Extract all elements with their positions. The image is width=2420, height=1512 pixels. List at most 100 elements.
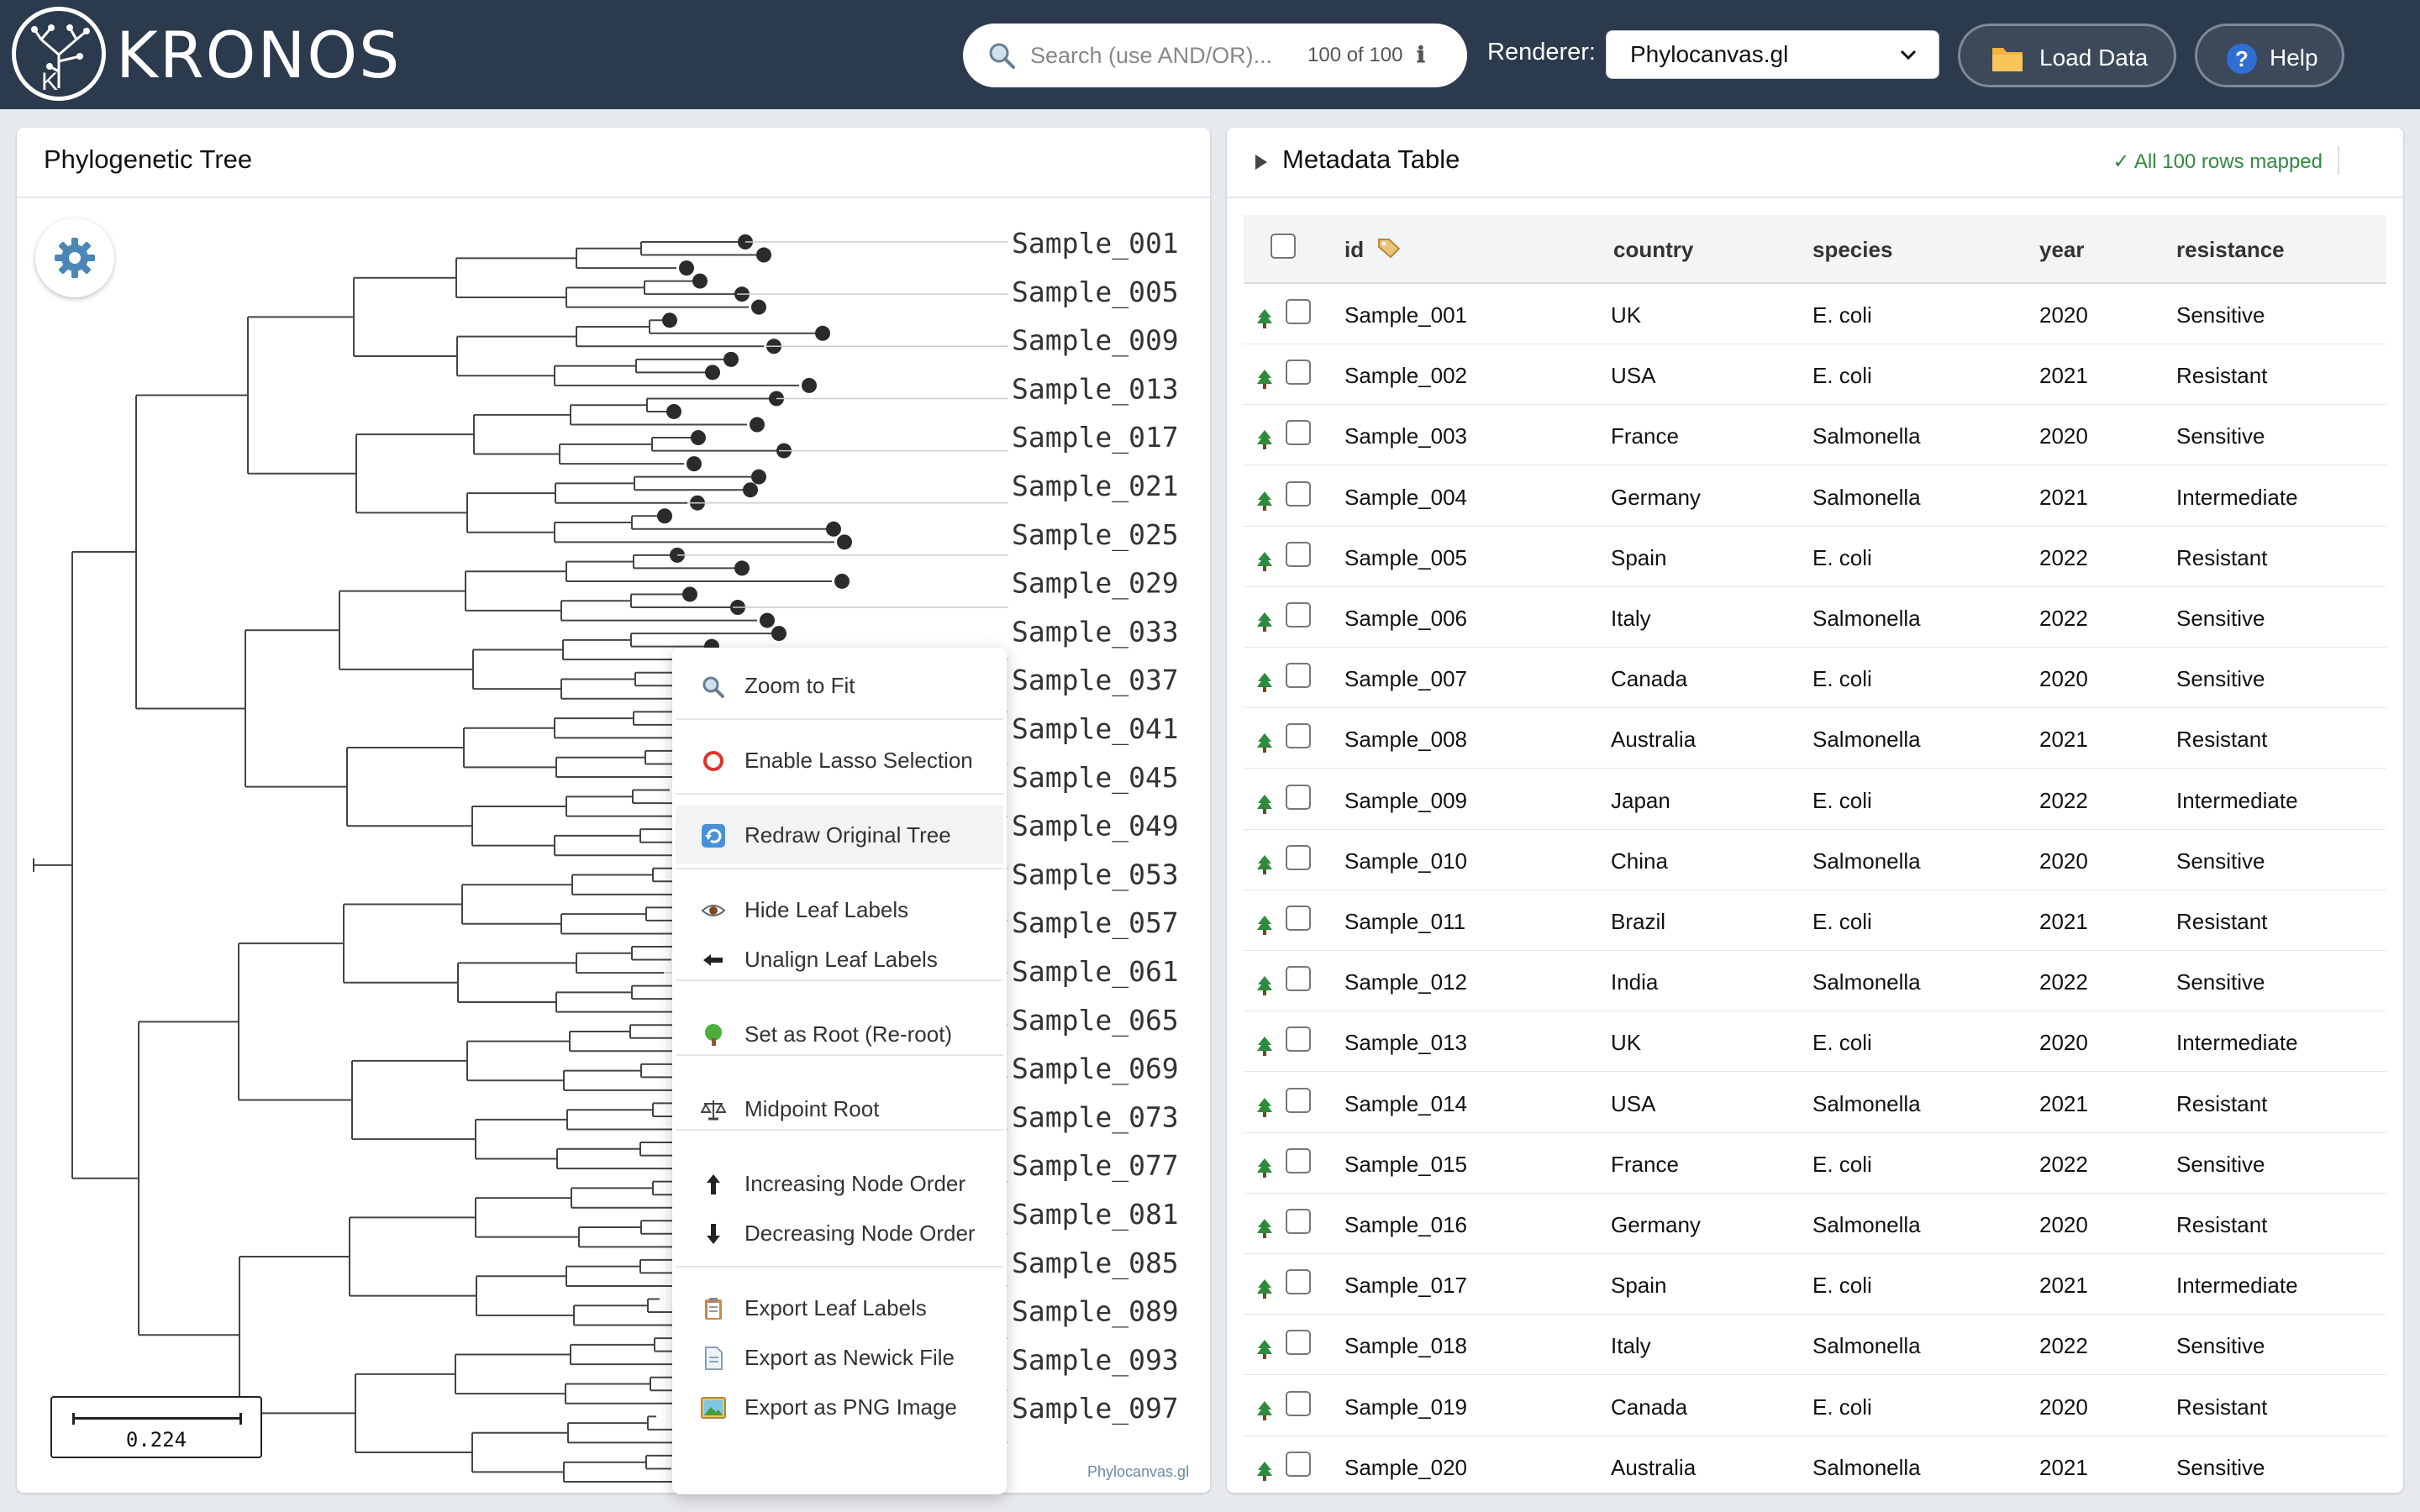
leaf-label[interactable]: Sample_077 <box>1012 1149 1179 1183</box>
column-header-country[interactable]: country <box>1613 237 1694 262</box>
info-icon[interactable]: ℹ <box>1417 42 1425 67</box>
leaf-label[interactable]: Sample_021 <box>1012 470 1179 503</box>
table-row[interactable]: Sample_005 Spain E. coli 2022 Resistant <box>1244 527 2386 587</box>
leaf-label[interactable]: Sample_037 <box>1012 664 1179 697</box>
table-row[interactable]: Sample_004 Germany Salmonella 2021 Intermedi… <box>1244 466 2386 527</box>
leaf-label[interactable]: Sample_005 <box>1012 276 1179 309</box>
leaf-label[interactable]: Sample_045 <box>1012 761 1179 795</box>
leaf-label[interactable]: Sample_073 <box>1012 1100 1179 1134</box>
tree-node-dot[interactable] <box>751 299 766 315</box>
menu-item-increasing-node-order[interactable]: Increasing Node Order <box>676 1154 1003 1213</box>
leaf-label[interactable]: Sample_081 <box>1012 1198 1179 1231</box>
tree-node-dot[interactable] <box>679 260 694 276</box>
leaf-label[interactable]: Sample_061 <box>1012 955 1179 989</box>
table-row[interactable]: Sample_002 USA E. coli 2021 Resistant <box>1244 344 2386 406</box>
row-checkbox[interactable] <box>1286 1026 1311 1053</box>
table-row[interactable]: Sample_008 Australia Salmonella 2021 Resista… <box>1244 708 2386 769</box>
select-all-checkbox[interactable] <box>1270 234 1296 259</box>
row-checkbox[interactable] <box>1286 541 1311 567</box>
table-row[interactable]: Sample_015 France E. coli 2022 Sensitive <box>1244 1133 2386 1194</box>
tree-node-dot[interactable] <box>760 612 775 628</box>
row-checkbox[interactable] <box>1286 1209 1311 1234</box>
table-row[interactable]: Sample_012 India Salmonella 2022 Sensitive <box>1244 951 2386 1012</box>
tree-node-dot[interactable] <box>666 403 681 419</box>
search-box[interactable]: 100 of 100 ℹ <box>963 24 1467 87</box>
table-row[interactable]: Sample_007 Canada E. coli 2020 Sensitive <box>1244 648 2386 709</box>
tree-node-dot[interactable] <box>657 508 672 524</box>
menu-item-export-as-newick-file[interactable]: Export as Newick File <box>676 1328 1003 1387</box>
row-checkbox[interactable] <box>1286 966 1311 992</box>
row-checkbox[interactable] <box>1286 1390 1311 1416</box>
menu-item-zoom-to-fit[interactable]: Zoom to Fit <box>676 656 1003 715</box>
tree-node-dot[interactable] <box>771 626 786 642</box>
column-header-id[interactable]: id <box>1344 237 1401 263</box>
tree-node-dot[interactable] <box>751 469 766 485</box>
leaf-label[interactable]: Sample_065 <box>1012 1004 1179 1037</box>
tree-node-dot[interactable] <box>734 560 750 576</box>
tree-node-dot[interactable] <box>723 351 739 367</box>
table-row[interactable]: Sample_018 Italy Salmonella 2022 Sensitive <box>1244 1315 2386 1376</box>
leaf-label[interactable]: Sample_053 <box>1012 858 1179 891</box>
table-row[interactable]: Sample_006 Italy Salmonella 2022 Sensitive <box>1244 587 2386 648</box>
table-row[interactable]: Sample_017 Spain E. coli 2021 Intermediate <box>1244 1254 2386 1315</box>
phylogenetic-tree-canvas[interactable]: Sample_001 Sample_005 Sample_009 Sample_013… <box>17 198 1210 1493</box>
tree-node-dot[interactable] <box>682 586 697 602</box>
tree-settings-button[interactable] <box>35 218 114 297</box>
tree-node-dot[interactable] <box>750 417 765 433</box>
tree-node-dot[interactable] <box>815 325 830 341</box>
row-checkbox[interactable] <box>1286 663 1311 689</box>
tree-node-dot[interactable] <box>802 377 817 393</box>
help-button[interactable]: ? Help <box>2195 24 2344 87</box>
leaf-label[interactable]: Sample_041 <box>1012 712 1179 746</box>
row-checkbox[interactable] <box>1286 420 1311 446</box>
row-checkbox[interactable] <box>1286 1087 1311 1113</box>
table-row[interactable]: Sample_011 Brazil E. coli 2021 Resistant <box>1244 890 2386 951</box>
menu-item-export-as-png-image[interactable]: Export as PNG Image <box>676 1378 1003 1436</box>
table-row[interactable]: Sample_001 UK E. coli 2020 Sensitive <box>1244 284 2386 344</box>
table-row[interactable]: Sample_003 France Salmonella 2020 Sensitive <box>1244 405 2386 466</box>
leaf-label[interactable]: Sample_089 <box>1012 1295 1179 1329</box>
menu-item-decreasing-node-order[interactable]: Decreasing Node Order <box>676 1204 1003 1263</box>
menu-item-midpoint-root[interactable]: Midpoint Root <box>676 1079 1003 1138</box>
column-header-species[interactable]: species <box>1812 237 1893 262</box>
table-row[interactable]: Sample_014 USA Salmonella 2021 Resistant <box>1244 1073 2386 1133</box>
leaf-label[interactable]: Sample_093 <box>1012 1343 1179 1377</box>
row-checkbox[interactable] <box>1286 602 1311 627</box>
leaf-label[interactable]: Sample_057 <box>1012 906 1179 940</box>
search-input[interactable] <box>1030 39 1299 72</box>
menu-item-set-as-root-re-root[interactable]: Set as Root (Re-root) <box>676 1005 1003 1063</box>
tree-node-dot[interactable] <box>826 521 841 537</box>
tree-node-dot[interactable] <box>687 456 702 472</box>
table-row[interactable]: Sample_020 Australia Salmonella 2021 Sensiti… <box>1244 1436 2386 1493</box>
table-row[interactable]: Sample_016 Germany Salmonella 2020 Resistant <box>1244 1194 2386 1254</box>
leaf-label[interactable]: Sample_013 <box>1012 372 1179 406</box>
renderer-select[interactable]: Phylocanvas.gl <box>1606 30 1939 79</box>
row-checkbox[interactable] <box>1286 1330 1311 1356</box>
load-data-button[interactable]: Load Data <box>1958 24 2176 87</box>
row-checkbox[interactable] <box>1286 1147 1311 1173</box>
tree-node-dot[interactable] <box>743 482 758 498</box>
column-header-resistance[interactable]: resistance <box>2176 237 2285 262</box>
leaf-label[interactable]: Sample_069 <box>1012 1053 1179 1086</box>
menu-item-unalign-leaf-labels[interactable]: Unalign Leaf Labels <box>676 930 1003 989</box>
column-header-year[interactable]: year <box>2039 237 2085 262</box>
menu-item-hide-leaf-labels[interactable]: Hide Leaf Labels <box>676 880 1003 939</box>
table-row[interactable]: Sample_010 China Salmonella 2020 Sensitive <box>1244 830 2386 890</box>
row-checkbox[interactable] <box>1286 906 1311 931</box>
tree-node-dot[interactable] <box>662 312 677 328</box>
tree-node-dot[interactable] <box>691 430 706 446</box>
leaf-label[interactable]: Sample_085 <box>1012 1247 1179 1280</box>
table-row[interactable]: Sample_019 Canada E. coli 2020 Resistant <box>1244 1376 2386 1436</box>
leaf-label[interactable]: Sample_049 <box>1012 810 1179 843</box>
leaf-label[interactable]: Sample_009 <box>1012 324 1179 358</box>
tree-node-dot[interactable] <box>692 273 708 289</box>
row-checkbox[interactable] <box>1286 723 1311 749</box>
tree-node-dot[interactable] <box>705 365 720 381</box>
row-checkbox[interactable] <box>1286 1269 1311 1295</box>
leaf-label[interactable]: Sample_025 <box>1012 518 1179 552</box>
leaf-label[interactable]: Sample_097 <box>1012 1392 1179 1425</box>
leaf-label[interactable]: Sample_033 <box>1012 615 1179 648</box>
table-row[interactable]: Sample_013 UK E. coli 2020 Intermediate <box>1244 1011 2386 1073</box>
menu-item-export-leaf-labels[interactable]: Export Leaf Labels <box>676 1278 1003 1337</box>
tree-node-dot[interactable] <box>756 247 771 263</box>
